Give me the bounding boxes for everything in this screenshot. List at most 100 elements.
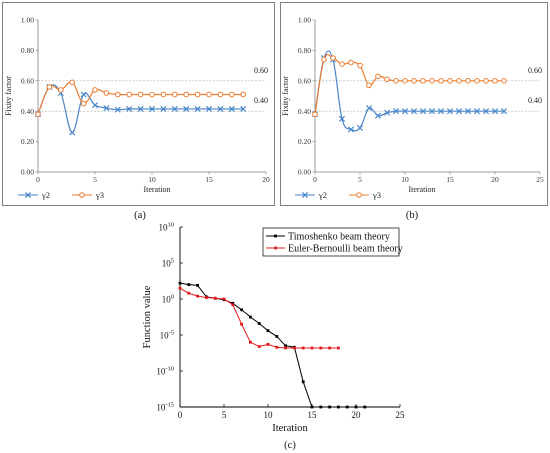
reference-line-label: 0.40 <box>254 96 268 105</box>
data-point-gamma2 <box>80 91 87 98</box>
data-point-gamma3 <box>330 55 336 61</box>
x-tick-label: 5 <box>93 175 97 184</box>
data-point-gamma3 <box>375 73 381 80</box>
data-point-gamma2 <box>491 108 499 115</box>
data-point-gamma3 <box>465 78 471 84</box>
y-tick-exponent: -10 <box>165 366 174 373</box>
data-point-gamma3 <box>46 84 53 90</box>
data-point-gamma3 <box>115 91 121 98</box>
y-tick-exponent: 0 <box>171 294 174 301</box>
data-point-gamma3 <box>393 78 399 84</box>
data-point-euler-bernoulli <box>328 346 331 350</box>
reference-line-label: 0.40 <box>528 96 542 105</box>
data-point-timoshenko <box>266 329 270 333</box>
data-point-gamma3 <box>438 78 444 84</box>
data-point-euler-bernoulli <box>205 296 208 299</box>
data-point-gamma3 <box>456 78 462 84</box>
y-tick-label: 100 <box>162 294 174 305</box>
data-point-gamma2 <box>374 112 382 119</box>
x-tick-label: 10 <box>264 410 274 420</box>
data-point-gamma3 <box>339 61 345 67</box>
data-point-gamma3 <box>492 78 498 84</box>
legend-box <box>262 227 400 257</box>
data-point-gamma2 <box>455 108 463 115</box>
data-point-euler-bernoulli <box>196 294 199 298</box>
x-tick-label: 20 <box>262 175 270 184</box>
data-point-gamma3 <box>411 78 417 84</box>
data-point-gamma3 <box>321 56 327 63</box>
data-point-euler-bernoulli <box>337 346 340 350</box>
data-point-gamma3 <box>357 62 363 69</box>
data-point-timoshenko <box>275 335 279 338</box>
data-point-gamma2 <box>137 105 144 112</box>
legend-label: γ3 <box>95 190 104 200</box>
x-tick-label: 15 <box>308 410 318 420</box>
data-point-gamma2 <box>69 129 76 136</box>
legend-marker <box>356 192 362 198</box>
x-tick-label: 25 <box>536 175 544 184</box>
data-point-timoshenko <box>301 380 305 384</box>
series-line-timoshenko <box>179 282 365 408</box>
data-point-gamma3 <box>183 91 189 98</box>
data-point-gamma2 <box>338 115 346 122</box>
data-point-timoshenko <box>345 405 349 409</box>
chart-b: 0.00 0.20 0.40 0.60 0.80 1.00 0 5 10 15 20 25 0.60 0.… <box>281 16 544 200</box>
data-point-gamma3 <box>206 91 212 98</box>
y-tick-base: 10 <box>162 295 172 305</box>
chart-a: 0.00 0.20 0.40 0.60 0.80 1.00 0 5 10 15 20 0.60 0.40… <box>4 16 270 200</box>
data-point-gamma3 <box>474 78 480 84</box>
x-tick-label: 15 <box>205 175 213 184</box>
panel-b-frame <box>280 2 548 206</box>
data-point-gamma2 <box>171 105 178 112</box>
data-point-gamma3 <box>501 78 507 84</box>
data-point-euler-bernoulli <box>178 286 182 290</box>
data-point-gamma3 <box>429 78 435 84</box>
data-point-timoshenko <box>240 308 243 312</box>
data-point-gamma3 <box>483 78 489 84</box>
data-point-euler-bernoulli <box>187 291 191 295</box>
x-tick-label: 10 <box>401 175 409 184</box>
series-line-gamma3 <box>314 53 504 115</box>
data-point-timoshenko <box>187 283 191 286</box>
data-point-euler-bernoulli <box>301 346 305 350</box>
data-point-gamma3 <box>137 91 144 98</box>
y-tick-label: 1.00 <box>298 16 311 25</box>
x-tick-label: 15 <box>446 175 454 184</box>
data-point-gamma2 <box>401 108 409 115</box>
data-point-gamma2 <box>114 106 121 113</box>
legend-marker <box>79 192 85 198</box>
data-point-euler-bernoulli <box>231 303 235 307</box>
x-tick-label: 0 <box>36 175 40 184</box>
data-point-timoshenko <box>354 405 358 409</box>
y-tick-exponent: 5 <box>171 258 174 265</box>
data-point-timoshenko <box>178 281 182 285</box>
x-tick-label: 25 <box>396 410 406 420</box>
data-point-euler-bernoulli <box>266 342 270 346</box>
data-point-gamma2 <box>446 108 454 115</box>
legend-marker <box>24 191 32 199</box>
data-point-gamma2 <box>194 105 201 112</box>
data-point-gamma3 <box>366 82 372 89</box>
data-point-gamma3 <box>35 111 41 118</box>
legend-marker <box>301 191 309 199</box>
data-point-euler-bernoulli <box>293 346 296 350</box>
x-tick-label: 20 <box>491 175 499 184</box>
data-point-timoshenko <box>231 301 235 305</box>
y-tick-label: 0.20 <box>21 137 34 146</box>
data-point-gamma2 <box>383 109 391 116</box>
data-point-timoshenko <box>257 322 261 325</box>
caption-b: (b) <box>406 210 419 221</box>
data-point-gamma2 <box>126 105 133 112</box>
data-point-gamma2 <box>437 108 445 115</box>
data-point-gamma2 <box>464 108 472 115</box>
y-tick-label: 1010 <box>159 222 175 233</box>
y-tick-label: 0.40 <box>21 107 34 116</box>
data-point-euler-bernoulli <box>257 345 261 348</box>
y-tick-base: 10 <box>156 367 166 377</box>
legend-label: Euler-Bernoulli beam theory <box>288 244 403 255</box>
data-point-gamma3 <box>58 87 64 93</box>
data-point-gamma3 <box>447 78 453 84</box>
y-tick-label: 10-10 <box>156 366 174 377</box>
data-point-gamma2 <box>183 105 190 112</box>
